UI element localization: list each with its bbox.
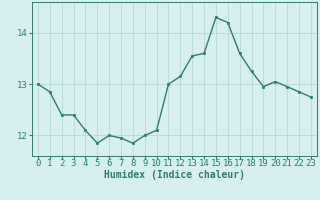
- X-axis label: Humidex (Indice chaleur): Humidex (Indice chaleur): [104, 170, 245, 180]
